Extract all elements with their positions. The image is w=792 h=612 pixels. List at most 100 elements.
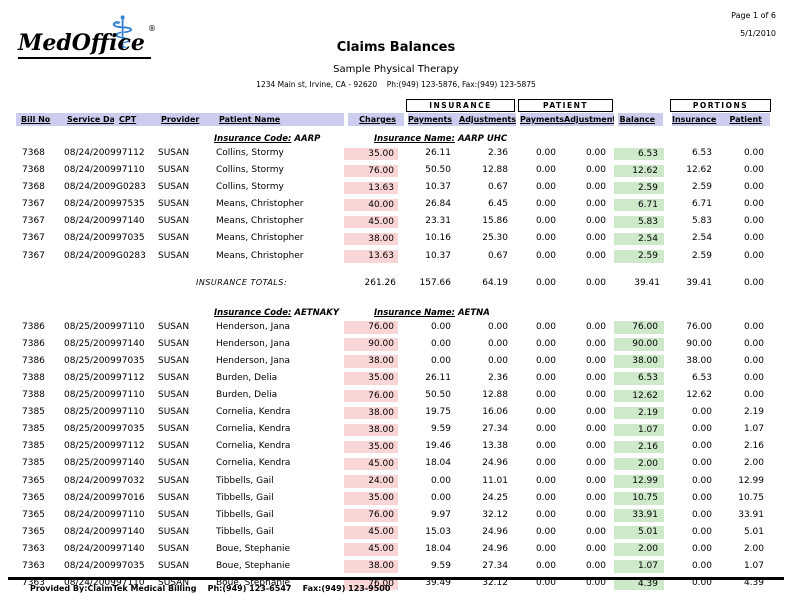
cell-ins-payments: 0.00 (430, 475, 451, 486)
cell-charges: 38.00 (344, 231, 404, 248)
cell-portion-patient: 2.19 (743, 407, 764, 418)
cell-portion-insurance: 76.00 (686, 321, 712, 332)
cell-ins-payments: 0.00 (430, 355, 451, 366)
cell-provider: SUSAN (158, 407, 190, 418)
cell-ins-payments: 9.97 (430, 509, 451, 520)
total-portion-insurance: 39.41 (686, 277, 712, 288)
cell-provider: SUSAN (158, 165, 190, 176)
cell-pat-payments: 0.00 (535, 492, 556, 503)
charges-highlight: 35.00 (344, 492, 398, 505)
cell-bill-no: 7385 (22, 458, 45, 469)
cell-cpt: 97035 (116, 560, 145, 571)
cell-cpt: 97110 (116, 321, 145, 332)
cell-bill-no: 7385 (22, 441, 45, 452)
charges-highlight: 45.00 (344, 543, 398, 556)
cell-service-date: 08/24/2009 (64, 250, 116, 261)
cell-portion-insurance: 0.00 (691, 475, 712, 486)
cell-balance: 12.62 (614, 388, 668, 405)
cell-charges: 13.63 (344, 180, 404, 197)
charges-highlight: 13.63 (344, 181, 398, 195)
cell-pat-payments: 0.00 (535, 165, 556, 176)
cell-pat-payments: 0.00 (535, 182, 556, 193)
cell-patient-name: Henderson, Jana (216, 321, 290, 332)
cell-portion-insurance: 6.53 (691, 148, 712, 158)
cell-ins-adjustments: 0.00 (487, 338, 508, 349)
cell-balance: 10.75 (614, 491, 668, 508)
cell-provider: SUSAN (158, 250, 190, 261)
charges-highlight: 38.00 (344, 423, 398, 437)
cell-pat-payments: 0.00 (535, 475, 556, 486)
insurance-name-value: AETNA (457, 307, 490, 318)
col-header-charges: Charges (344, 113, 404, 126)
cell-balance: 90.00 (614, 337, 668, 354)
cell-cpt: 97110 (116, 165, 145, 176)
insurance-name-heading: Insurance Name: AARP UHC (344, 126, 564, 146)
cell-balance: 5.83 (614, 214, 668, 231)
cell-portion-insurance: 6.53 (691, 372, 712, 383)
cell-portion-patient: 2.00 (743, 543, 764, 554)
cell-portion-patient: 0.00 (743, 390, 764, 401)
cell-portion-insurance: 0.00 (691, 492, 712, 503)
balance-highlight: 5.83 (614, 215, 664, 229)
cell-service-date: 08/25/2009 (64, 441, 116, 452)
cell-cpt: 97535 (116, 199, 145, 210)
cell-pat-adjustments: 0.00 (585, 578, 606, 589)
cell-balance: 6.71 (614, 197, 668, 214)
cell-charges: 76.00 (344, 388, 404, 405)
cell-bill-no: 7385 (22, 407, 45, 418)
cell-service-date: 08/25/2009 (64, 372, 116, 383)
cell-provider: SUSAN (158, 233, 190, 244)
cell-patient-name: Cornelia, Kendra (216, 441, 291, 452)
charges-highlight: 76.00 (344, 389, 398, 403)
insurance-name-heading: Insurance Name: AETNA (344, 292, 564, 320)
cell-patient-name: Tibbells, Gail (216, 509, 274, 520)
cell-cpt: 97032 (116, 475, 145, 486)
balance-highlight: 2.59 (614, 181, 664, 195)
cell-ins-payments: 23.31 (425, 216, 451, 227)
cell-provider: SUSAN (158, 390, 190, 401)
cell-ins-payments: 9.59 (430, 424, 451, 435)
total-charges: 261.26 (364, 277, 397, 288)
insurance-code-value: AETNAKY (294, 307, 340, 318)
cell-cpt: 97110 (116, 509, 145, 520)
cell-portion-insurance: 0.00 (691, 526, 712, 537)
cell-portion-patient: 0.00 (743, 199, 764, 210)
cell-patient-name: Burden, Delia (216, 390, 278, 401)
cell-cpt: 97035 (116, 233, 145, 244)
cell-balance: 76.00 (614, 320, 668, 337)
cell-pat-adjustments: 0.00 (585, 355, 606, 366)
charges-highlight: 40.00 (344, 198, 398, 212)
cell-portion-patient: 0.00 (743, 250, 764, 261)
cell-ins-adjustments: 0.67 (487, 250, 508, 261)
balance-highlight: 2.00 (614, 543, 664, 556)
cell-charges: 24.00 (344, 474, 404, 491)
cell-charges: 76.00 (344, 320, 404, 337)
cell-pat-payments: 0.00 (535, 543, 556, 554)
cell-ins-payments: 0.00 (430, 492, 451, 503)
cell-patient-name: Collins, Stormy (216, 165, 284, 176)
balance-highlight: 2.19 (614, 406, 664, 420)
cell-ins-payments: 10.16 (425, 233, 451, 244)
cell-ins-adjustments: 12.88 (482, 165, 508, 176)
cell-balance: 2.00 (614, 456, 668, 473)
cell-charges: 35.00 (344, 439, 404, 456)
cell-portion-patient: 0.00 (743, 182, 764, 193)
charges-highlight: 38.00 (344, 560, 398, 573)
col-header-ins-adjustments: Adjustments (459, 113, 516, 126)
cell-cpt: G0283 (116, 182, 146, 193)
cell-patient-name: Henderson, Jana (216, 355, 290, 366)
medoffice-logo: ⚕ MedOffice ® (14, 10, 156, 70)
cell-patient-name: Means, Christopher (216, 216, 304, 227)
cell-service-date: 08/24/2009 (64, 233, 116, 244)
col-header-label: Service Date (67, 115, 114, 124)
cell-pat-adjustments: 0.00 (585, 526, 606, 537)
cell-ins-adjustments: 16.06 (482, 407, 508, 418)
cell-pat-adjustments: 0.00 (585, 458, 606, 469)
charges-highlight: 13.63 (344, 250, 398, 263)
cell-patient-name: Cornelia, Kendra (216, 424, 291, 435)
cell-bill-no: 7368 (22, 148, 45, 158)
cell-portion-patient: 5.01 (743, 526, 764, 537)
cell-provider: SUSAN (158, 321, 190, 332)
cell-ins-payments: 26.84 (425, 199, 451, 210)
cell-bill-no: 7385 (22, 424, 45, 435)
